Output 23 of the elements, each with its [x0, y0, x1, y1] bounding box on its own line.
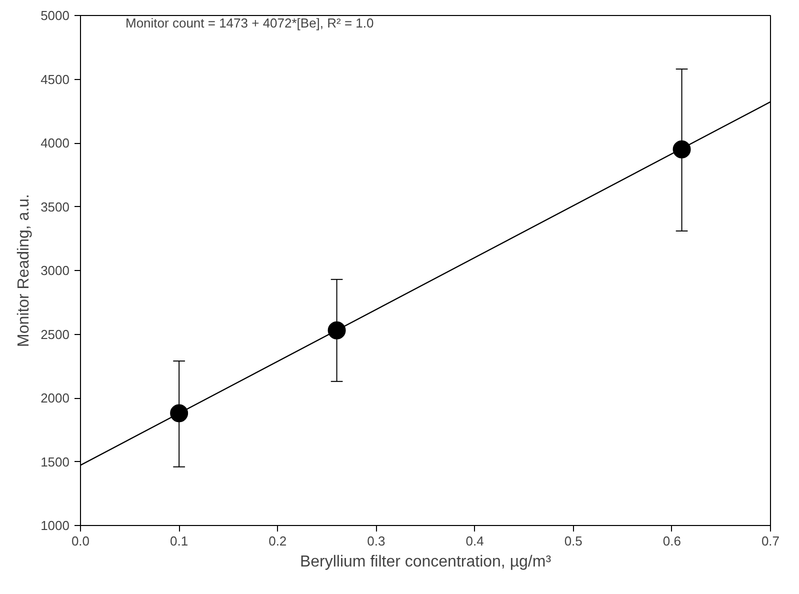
point [328, 321, 346, 340]
y-tick-label: 1500 [40, 454, 70, 470]
y-tick-label: 4500 [40, 72, 70, 87]
x-tick-label: 0.7 [761, 534, 780, 548]
y-tick-label: 2500 [40, 326, 70, 342]
x-tick-label: 0.0 [71, 534, 90, 548]
x-tick-label: 0.3 [367, 534, 386, 548]
y-axis-title: Monitor Reading, a.u. [16, 194, 33, 347]
y-tick-label: 1000 [40, 518, 70, 533]
y-tick-label: 3500 [40, 199, 70, 214]
x-tick-label: 0.1 [170, 534, 188, 548]
annotation: Monitor count = 1473 + 4072*[Be], R² = 1.0 [126, 16, 374, 30]
x-tick-label: 0.4 [466, 534, 484, 548]
y-tick-label: 4000 [40, 136, 70, 150]
point [170, 404, 188, 422]
y-tick-label: 2000 [40, 390, 70, 406]
x-tick-label: 0.5 [564, 534, 582, 548]
x-tick-label: 0.2 [268, 534, 287, 548]
x-tick-label: 0.6 [662, 534, 681, 548]
x-axis-title: Beryllium filter concentration, µg/m³ [300, 554, 552, 570]
y-tick-label: 5000 [40, 8, 70, 23]
point [672, 140, 691, 158]
y-tick-label: 3000 [40, 263, 70, 278]
